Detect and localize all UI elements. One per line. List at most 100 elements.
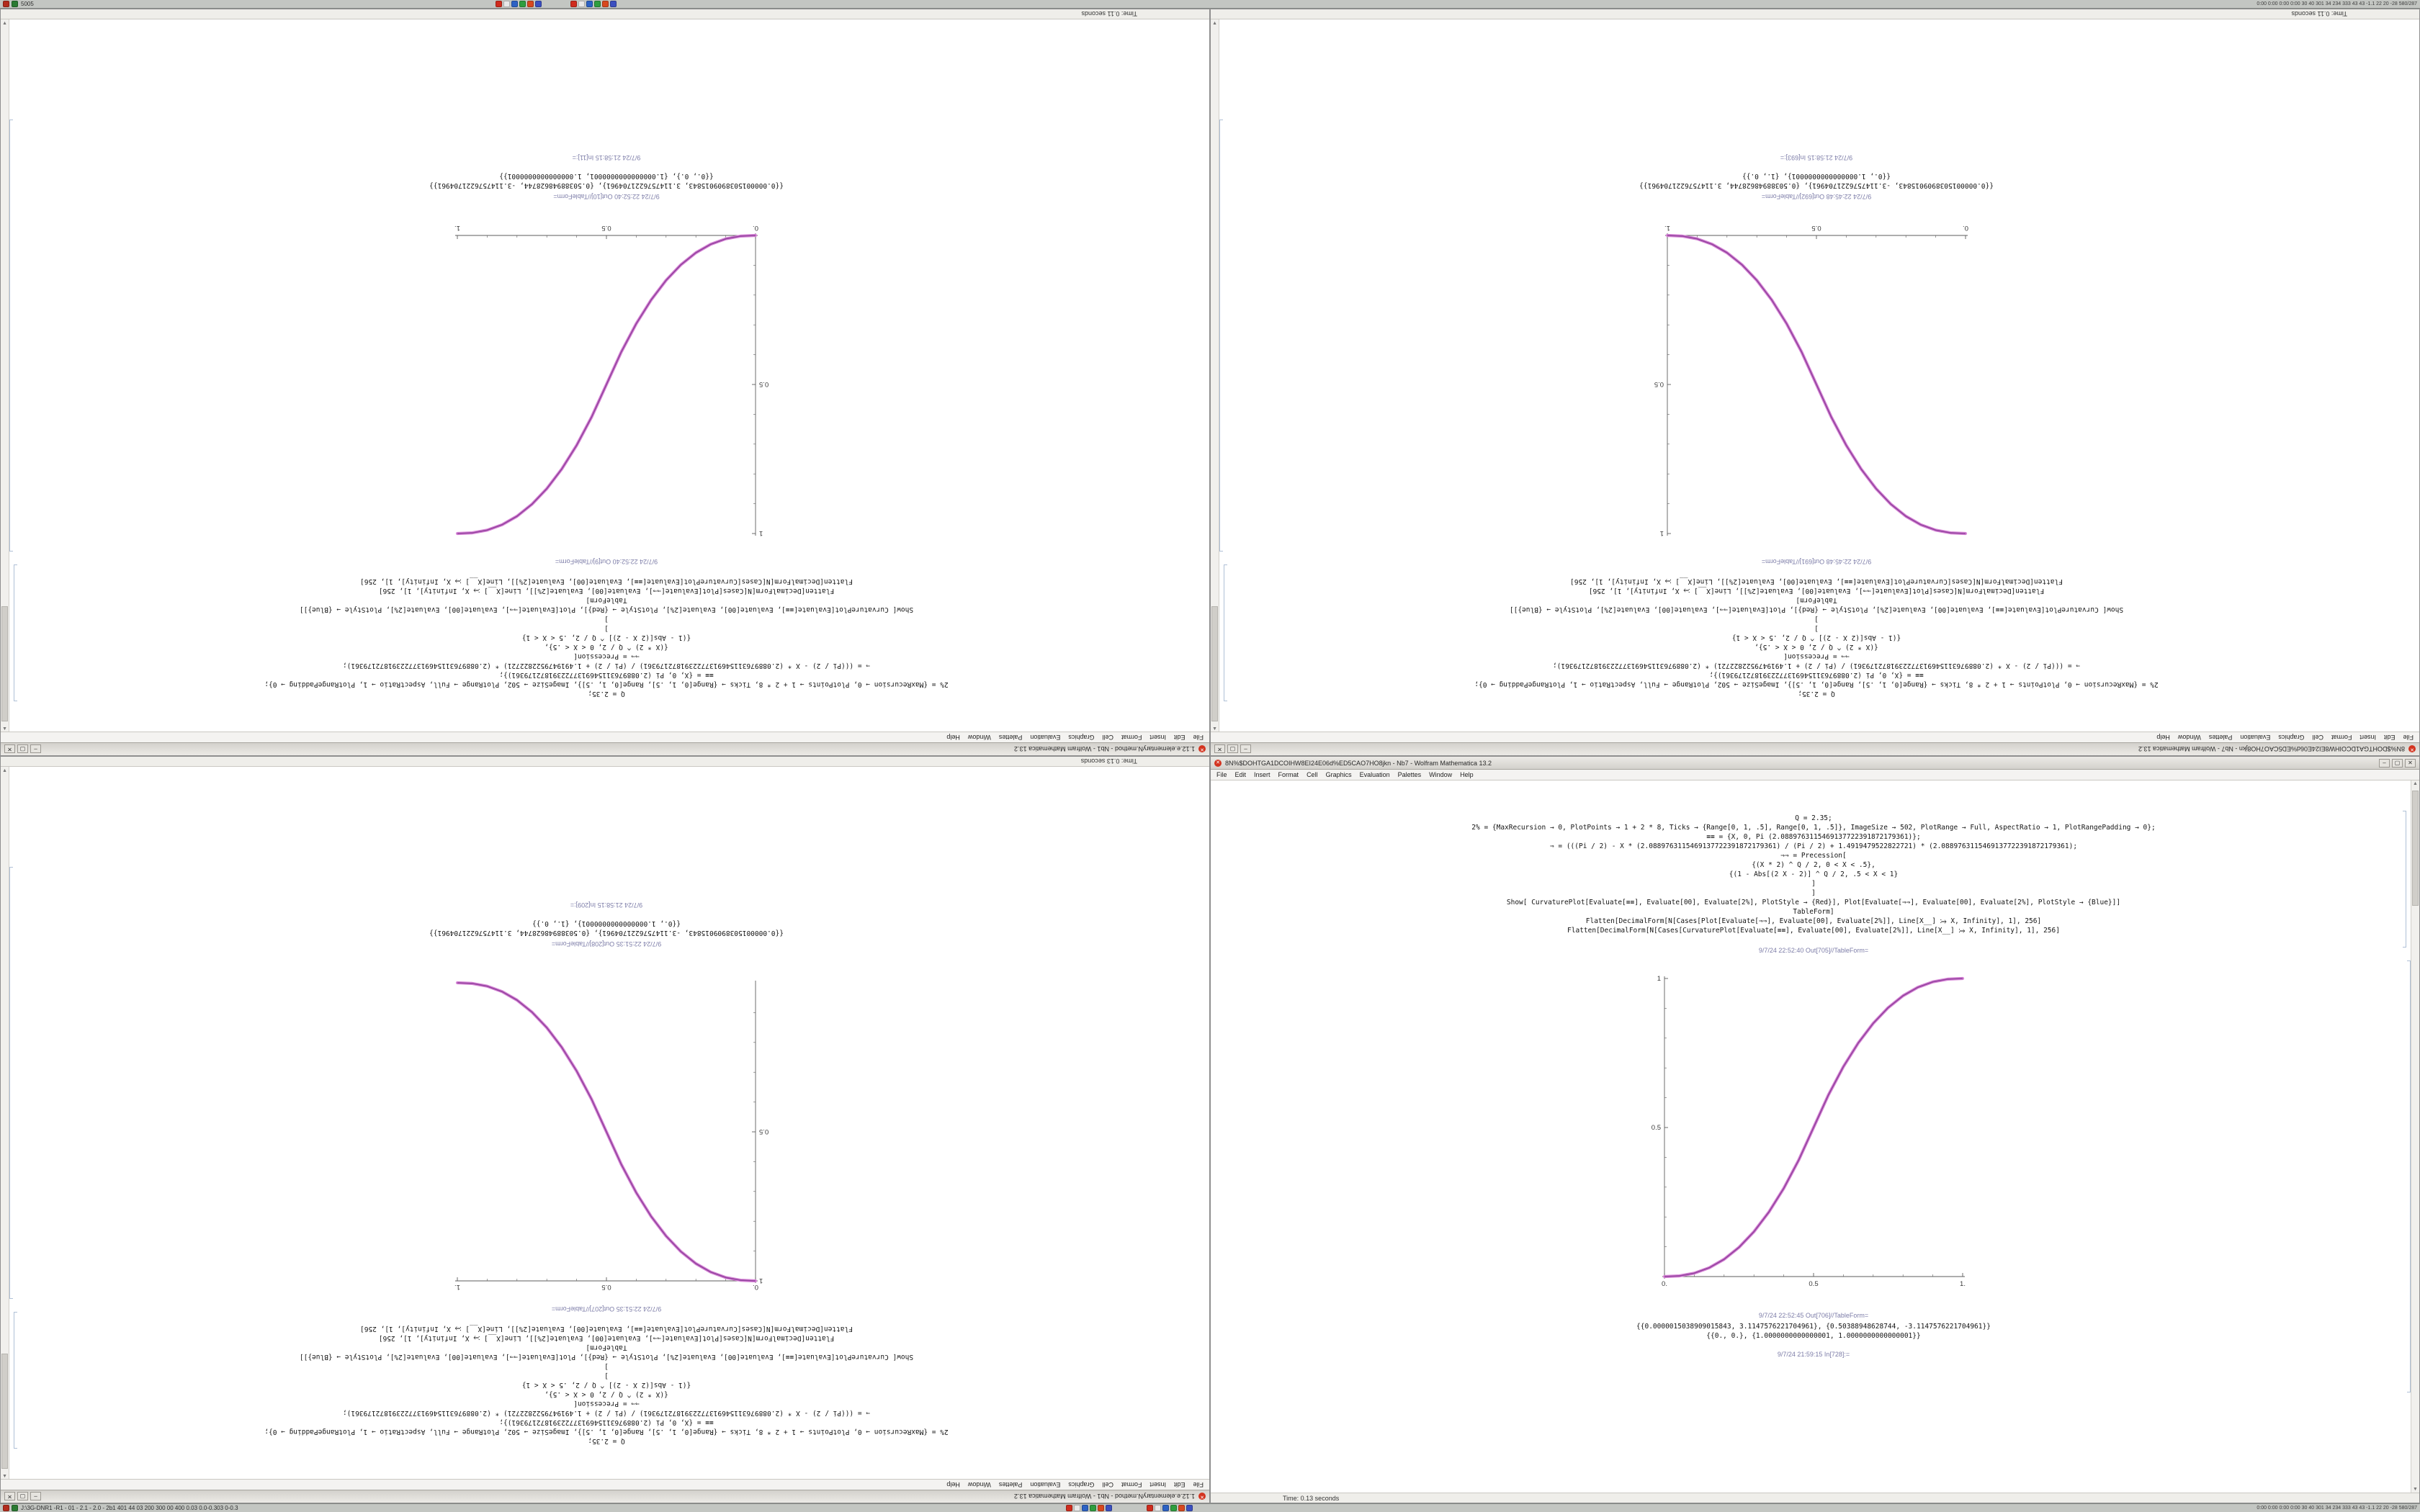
menu-evaluation[interactable]: Evaluation — [1030, 734, 1061, 741]
taskbar-app-icon[interactable] — [1098, 1505, 1104, 1511]
window-title-bar[interactable]: ✕ 8N%$DOHTGA1DCOIHW8EI24E06d%ED5CAO7HO8j… — [1211, 742, 2419, 755]
notebook-content[interactable]: Q = 2.35; 2% = {MaxRecursion → 0, PlotPoi… — [1, 767, 1209, 1479]
cell-bracket[interactable] — [9, 120, 13, 552]
taskbar-app-icon[interactable] — [602, 1, 609, 7]
menu-palettes[interactable]: Palettes — [2208, 734, 2233, 741]
menu-file[interactable]: File — [1193, 1481, 1204, 1488]
menu-file[interactable]: File — [1193, 734, 1204, 741]
scroll-down-arrow-icon[interactable]: ▼ — [2413, 1487, 2418, 1492]
taskbar-app-icon[interactable] — [1090, 1505, 1096, 1511]
menu-palettes[interactable]: Palettes — [998, 1481, 1023, 1488]
vertical-scrollbar[interactable]: ▲ ▼ — [1211, 19, 1219, 732]
taskbar-app-icon[interactable] — [503, 1, 510, 7]
taskbar-app-icon[interactable] — [594, 1, 601, 7]
menu-file[interactable]: File — [1216, 771, 1227, 778]
vertical-scrollbar[interactable]: ▲ ▼ — [1, 19, 9, 732]
cell-bracket[interactable] — [1219, 120, 1223, 552]
menu-insert[interactable]: Insert — [2360, 734, 2376, 741]
input-cell[interactable]: Q = 2.35; 2% = {MaxRecursion → 0, PlotPoi… — [25, 577, 1188, 698]
close-button[interactable]: ✕ — [2405, 758, 2416, 768]
close-button[interactable]: ✕ — [1214, 744, 1225, 754]
input-cell[interactable]: Q = 2.35; 2% = {MaxRecursion → 0, PlotPoi… — [25, 1324, 1188, 1446]
menu-graphics[interactable]: Graphics — [2278, 734, 2305, 741]
menu-insert[interactable]: Insert — [1254, 771, 1270, 778]
window-title-bar[interactable]: ✕ 1.12.e.elementaryN.method - Nb1 - Wolf… — [1, 1490, 1209, 1503]
input-cell[interactable]: Q = 2.35; 2% = {MaxRecursion → 0, PlotPoi… — [1235, 577, 2398, 698]
minimize-button[interactable]: – — [30, 1492, 41, 1501]
maximize-button[interactable]: ▢ — [1227, 744, 1238, 754]
menu-format[interactable]: Format — [1278, 771, 1299, 778]
taskbar-app-icon[interactable] — [586, 1, 593, 7]
menu-window[interactable]: Window — [967, 734, 991, 741]
taskbar-app-icon[interactable] — [578, 1, 585, 7]
scroll-up-arrow-icon[interactable]: ▲ — [1212, 726, 1217, 731]
taskbar-app-icon[interactable] — [1170, 1505, 1177, 1511]
menu-window[interactable]: Window — [1429, 771, 1453, 778]
vertical-scrollbar[interactable]: ▲ ▼ — [2411, 780, 2419, 1493]
maximize-button[interactable]: ▢ — [17, 744, 28, 754]
notebook-content[interactable]: Q = 2.35; 2% = {MaxRecursion → 0, PlotPoi… — [1211, 780, 2419, 1493]
menu-edit[interactable]: Edit — [1173, 734, 1186, 741]
cell-bracket[interactable] — [9, 867, 13, 1299]
menu-cell[interactable]: Cell — [1102, 1481, 1113, 1488]
cell-bracket[interactable] — [1224, 564, 1227, 701]
close-button[interactable]: ✕ — [4, 1492, 15, 1501]
menu-help[interactable]: Help — [946, 734, 960, 741]
scroll-down-arrow-icon[interactable]: ▼ — [1212, 20, 1217, 25]
menu-edit[interactable]: Edit — [1234, 771, 1247, 778]
menu-graphics[interactable]: Graphics — [1068, 1481, 1095, 1488]
scrollbar-thumb[interactable] — [1, 1354, 8, 1469]
taskbar-app-icon[interactable] — [3, 1505, 9, 1511]
notebook-content[interactable]: Q = 2.35; 2% = {MaxRecursion → 0, PlotPoi… — [1, 19, 1209, 732]
minimize-button[interactable]: – — [1240, 744, 1251, 754]
close-button[interactable]: ✕ — [4, 744, 15, 754]
scroll-up-arrow-icon[interactable]: ▲ — [2413, 781, 2418, 786]
menu-cell[interactable]: Cell — [1102, 734, 1113, 741]
menu-edit[interactable]: Edit — [1173, 1481, 1186, 1488]
menu-edit[interactable]: Edit — [2383, 734, 2396, 741]
menu-insert[interactable]: Insert — [1150, 1481, 1166, 1488]
taskbar-app-icon[interactable] — [1066, 1505, 1072, 1511]
taskbar-app-icon[interactable] — [1147, 1505, 1153, 1511]
notebook-content[interactable]: Q = 2.35; 2% = {MaxRecursion → 0, PlotPoi… — [1211, 19, 2419, 732]
menu-palettes[interactable]: Palettes — [1397, 771, 1422, 778]
taskbar-app-icon[interactable] — [12, 1, 18, 7]
scrollbar-thumb[interactable] — [1, 606, 8, 721]
taskbar-app-icon[interactable] — [519, 1, 526, 7]
menu-file[interactable]: File — [2403, 734, 2414, 741]
taskbar-app-icon[interactable] — [1082, 1505, 1088, 1511]
scroll-down-arrow-icon[interactable]: ▼ — [2, 768, 7, 773]
menu-help[interactable]: Help — [946, 1481, 960, 1488]
menu-format[interactable]: Format — [1121, 734, 1142, 741]
input-cell[interactable]: Q = 2.35; 2% = {MaxRecursion → 0, PlotPoi… — [1232, 814, 2395, 935]
menu-evaluation[interactable]: Evaluation — [1030, 1481, 1061, 1488]
vertical-scrollbar[interactable]: ▲ ▼ — [1, 767, 9, 1479]
menu-evaluation[interactable]: Evaluation — [1359, 771, 1390, 778]
menu-palettes[interactable]: Palettes — [998, 734, 1023, 741]
taskbar-app-icon[interactable] — [12, 1505, 18, 1511]
menu-cell[interactable]: Cell — [1307, 771, 1318, 778]
scroll-up-arrow-icon[interactable]: ▲ — [2, 1473, 7, 1478]
menu-help[interactable]: Help — [2156, 734, 2170, 741]
window-title-bar[interactable]: ✕ 8N%$DOHTGA1DCOIHW8EI24E06d%ED5CAO7HO8j… — [1211, 757, 2419, 770]
scroll-up-arrow-icon[interactable]: ▲ — [2, 726, 7, 731]
menu-evaluation[interactable]: Evaluation — [2240, 734, 2271, 741]
taskbar-app-icon[interactable] — [1155, 1505, 1161, 1511]
maximize-button[interactable]: ▢ — [17, 1492, 28, 1501]
scrollbar-thumb[interactable] — [2412, 791, 2419, 906]
taskbar-app-icon[interactable] — [3, 1, 9, 7]
cell-bracket[interactable] — [2407, 960, 2411, 1392]
minimize-button[interactable]: – — [2379, 758, 2390, 768]
taskbar-app-icon[interactable] — [1162, 1505, 1169, 1511]
taskbar-app-icon[interactable] — [1186, 1505, 1193, 1511]
taskbar-app-icon[interactable] — [610, 1, 617, 7]
menu-graphics[interactable]: Graphics — [1325, 771, 1352, 778]
cell-bracket[interactable] — [14, 1312, 17, 1449]
menu-help[interactable]: Help — [1460, 771, 1474, 778]
menu-graphics[interactable]: Graphics — [1068, 734, 1095, 741]
taskbar-app-icon[interactable] — [1074, 1505, 1080, 1511]
taskbar-app-icon[interactable] — [496, 1, 502, 7]
menu-format[interactable]: Format — [1121, 1481, 1142, 1488]
cell-bracket[interactable] — [2403, 811, 2406, 948]
menu-window[interactable]: Window — [967, 1481, 991, 1488]
